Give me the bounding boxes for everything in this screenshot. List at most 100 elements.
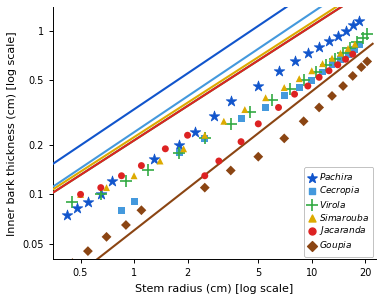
- Point: [255, 121, 261, 126]
- Point: [350, 23, 356, 28]
- Point: [342, 57, 349, 62]
- Point: [176, 150, 182, 155]
- Point: [301, 119, 307, 124]
- Point: [202, 136, 208, 141]
- Point: [347, 45, 354, 50]
- Point: [335, 34, 341, 39]
- Point: [345, 52, 351, 57]
- Point: [340, 84, 346, 88]
- Point: [228, 99, 234, 104]
- Legend: $\it{Pachira}$, $\it{Cecropia}$, $\it{Virola}$, $\it{Simarouba}$, $\it{Jacaranda: $\it{Pachira}$, $\it{Cecropia}$, $\it{Vi…: [304, 167, 373, 257]
- Point: [350, 52, 356, 57]
- Point: [98, 192, 104, 197]
- Point: [326, 38, 332, 43]
- Point: [238, 139, 244, 144]
- Point: [352, 47, 358, 52]
- Point: [305, 84, 311, 88]
- Point: [210, 114, 216, 119]
- Point: [281, 136, 287, 141]
- Point: [275, 105, 282, 110]
- Point: [313, 70, 319, 74]
- Point: [316, 44, 322, 49]
- Point: [305, 51, 311, 56]
- Point: [281, 94, 287, 98]
- Point: [296, 76, 302, 81]
- Point: [329, 94, 335, 98]
- Point: [221, 119, 227, 124]
- Y-axis label: Inner bark thickness (cm) [log scale]: Inner bark thickness (cm) [log scale]: [7, 31, 17, 235]
- Point: [85, 249, 91, 253]
- Point: [319, 61, 326, 66]
- Point: [337, 57, 344, 62]
- Point: [342, 28, 349, 33]
- Point: [98, 185, 104, 190]
- Point: [131, 173, 137, 178]
- Point: [162, 146, 169, 151]
- Point: [77, 192, 83, 197]
- Point: [329, 62, 335, 67]
- Point: [296, 85, 302, 90]
- Point: [123, 222, 129, 227]
- Point: [131, 200, 137, 204]
- Point: [286, 87, 293, 92]
- Point: [238, 116, 244, 121]
- Point: [77, 192, 83, 197]
- Point: [109, 179, 115, 184]
- Point: [352, 42, 358, 46]
- Point: [255, 84, 261, 88]
- Point: [192, 130, 198, 135]
- Point: [291, 92, 298, 97]
- Point: [263, 105, 269, 110]
- Point: [69, 261, 75, 265]
- Point: [242, 107, 248, 112]
- Point: [123, 179, 129, 184]
- Point: [185, 133, 191, 138]
- Point: [360, 35, 367, 40]
- Point: [354, 40, 360, 45]
- Point: [157, 159, 163, 163]
- Point: [332, 57, 338, 62]
- Point: [275, 68, 282, 73]
- Point: [202, 136, 208, 141]
- Point: [356, 18, 362, 23]
- Point: [316, 75, 322, 80]
- Point: [319, 70, 326, 74]
- Point: [323, 62, 329, 67]
- Point: [358, 65, 364, 70]
- Point: [74, 206, 80, 211]
- Point: [151, 157, 157, 161]
- Point: [309, 78, 315, 82]
- Point: [103, 234, 110, 239]
- Point: [69, 200, 75, 204]
- Point: [228, 121, 234, 126]
- Point: [281, 85, 287, 90]
- Point: [118, 173, 124, 178]
- Point: [216, 159, 222, 163]
- X-axis label: Stem radius (cm) [log scale]: Stem radius (cm) [log scale]: [136, 284, 294, 294]
- Point: [118, 208, 124, 213]
- Point: [176, 143, 182, 147]
- Point: [202, 185, 208, 190]
- Point: [255, 154, 261, 159]
- Point: [337, 51, 344, 56]
- Point: [56, 273, 62, 278]
- Point: [364, 59, 370, 64]
- Point: [301, 78, 307, 82]
- Point: [202, 133, 208, 138]
- Point: [138, 208, 144, 213]
- Point: [103, 185, 110, 190]
- Point: [64, 213, 70, 217]
- Point: [326, 68, 332, 73]
- Point: [180, 146, 187, 151]
- Point: [329, 56, 335, 61]
- Point: [85, 200, 91, 204]
- Point: [316, 105, 322, 110]
- Point: [138, 163, 144, 168]
- Point: [291, 59, 298, 64]
- Point: [335, 62, 341, 67]
- Point: [176, 150, 182, 155]
- Point: [202, 173, 208, 178]
- Point: [350, 73, 356, 78]
- Point: [364, 31, 370, 36]
- Point: [340, 51, 346, 56]
